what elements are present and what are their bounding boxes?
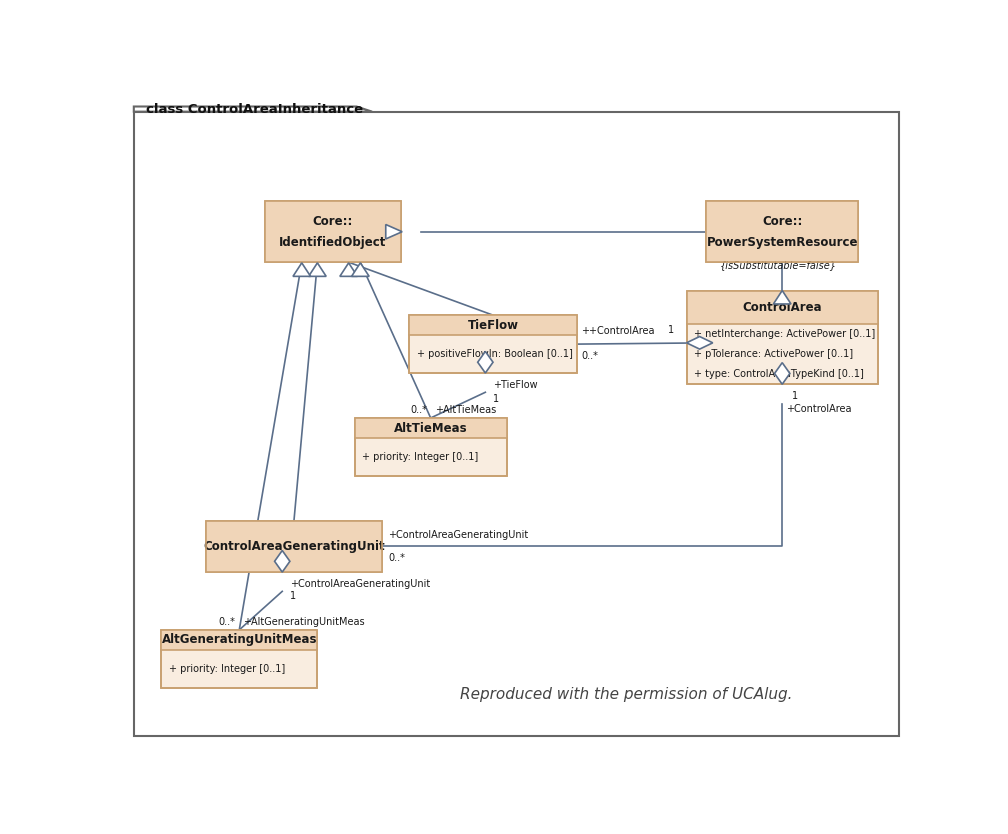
Text: 1: 1 — [493, 394, 499, 404]
Text: 0..*: 0..* — [219, 616, 235, 626]
Text: 1: 1 — [791, 391, 797, 401]
Text: 1: 1 — [290, 591, 296, 601]
Bar — [265, 201, 401, 262]
Bar — [706, 201, 859, 262]
Text: class ControlAreaInheritance: class ControlAreaInheritance — [145, 103, 363, 116]
Polygon shape — [352, 263, 369, 276]
Text: + pTolerance: ActivePower [0..1]: + pTolerance: ActivePower [0..1] — [695, 349, 854, 359]
Text: 0..*: 0..* — [581, 350, 598, 360]
Bar — [409, 315, 578, 373]
Text: PowerSystemResource: PowerSystemResource — [707, 235, 858, 249]
Bar — [355, 418, 507, 438]
Text: +ControlAreaGeneratingUnit: +ControlAreaGeneratingUnit — [388, 530, 528, 540]
Text: 0..*: 0..* — [410, 404, 426, 414]
Text: IdentifiedObject: IdentifiedObject — [279, 235, 387, 249]
Polygon shape — [308, 263, 327, 276]
Text: TieFlow: TieFlow — [468, 319, 519, 332]
Bar — [409, 315, 578, 373]
Text: AltGeneratingUnitMeas: AltGeneratingUnitMeas — [161, 634, 318, 646]
Polygon shape — [773, 290, 791, 304]
Polygon shape — [386, 224, 402, 239]
Polygon shape — [774, 363, 790, 384]
Bar — [355, 418, 507, 475]
Bar — [265, 201, 401, 262]
Text: + priority: Integer [0..1]: + priority: Integer [0..1] — [169, 664, 285, 674]
Text: AltTieMeas: AltTieMeas — [394, 421, 468, 435]
Text: +AltTieMeas: +AltTieMeas — [434, 404, 496, 414]
Text: + type: ControlAreaTypeKind [0..1]: + type: ControlAreaTypeKind [0..1] — [695, 369, 864, 379]
Polygon shape — [478, 351, 493, 373]
Text: ControlAreaGeneratingUnit: ControlAreaGeneratingUnit — [204, 540, 385, 553]
Text: +ControlArea: +ControlArea — [786, 404, 852, 414]
Text: 1: 1 — [668, 325, 674, 335]
Text: + positiveFlowIn: Boolean [0..1]: + positiveFlowIn: Boolean [0..1] — [417, 349, 573, 359]
Bar — [206, 520, 382, 572]
Polygon shape — [340, 263, 358, 276]
Polygon shape — [293, 263, 310, 276]
Bar — [686, 291, 878, 384]
Bar — [355, 418, 507, 475]
Text: Core::: Core:: — [762, 215, 802, 228]
Text: ++ControlArea: ++ControlArea — [581, 326, 654, 336]
Polygon shape — [134, 107, 372, 112]
Bar — [206, 520, 382, 572]
Bar — [686, 291, 878, 384]
Bar — [409, 315, 578, 335]
Text: + netInterchange: ActivePower [0..1]: + netInterchange: ActivePower [0..1] — [695, 329, 876, 339]
Bar — [161, 630, 318, 651]
Bar — [265, 201, 401, 262]
Bar — [161, 630, 318, 688]
Text: +TieFlow: +TieFlow — [493, 379, 538, 389]
Text: 0..*: 0..* — [388, 553, 405, 563]
Bar — [686, 291, 878, 324]
Bar — [706, 201, 859, 262]
Bar — [706, 201, 859, 262]
Polygon shape — [686, 337, 713, 349]
Bar — [161, 630, 318, 688]
Text: Reproduced with the permission of UCAlug.: Reproduced with the permission of UCAlug… — [460, 686, 792, 701]
Text: {isSubstitutable=false}: {isSubstitutable=false} — [720, 260, 837, 270]
Polygon shape — [274, 550, 290, 572]
Text: + priority: Integer [0..1]: + priority: Integer [0..1] — [362, 452, 479, 462]
Text: +AltGeneratingUnitMeas: +AltGeneratingUnitMeas — [243, 616, 365, 626]
Text: ControlArea: ControlArea — [743, 301, 822, 314]
Text: +ControlAreaGeneratingUnit: +ControlAreaGeneratingUnit — [290, 579, 430, 589]
Text: Core::: Core:: — [312, 215, 353, 228]
Bar — [206, 520, 382, 572]
